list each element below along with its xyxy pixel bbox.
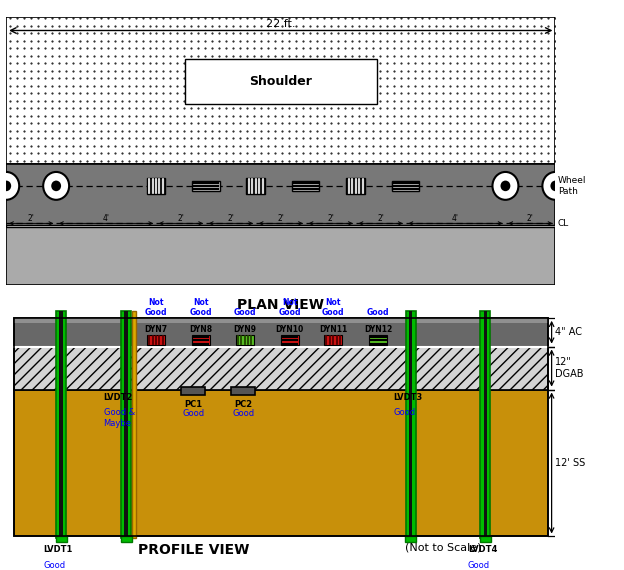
Bar: [14, 389, 548, 536]
Bar: [6, 17, 555, 164]
Bar: [346, 178, 365, 194]
Text: CL: CL: [558, 219, 569, 228]
Bar: [246, 178, 265, 194]
Text: 2': 2': [327, 214, 334, 222]
Bar: [59, 311, 63, 538]
Circle shape: [0, 172, 19, 200]
Text: Not
Good: Not Good: [145, 298, 167, 317]
Text: Not
Good: Not Good: [190, 298, 212, 317]
Text: DYN9: DYN9: [233, 325, 256, 334]
Bar: [121, 311, 131, 538]
Bar: [56, 311, 66, 538]
Bar: [484, 311, 487, 538]
Bar: [14, 318, 548, 347]
Text: 2': 2': [27, 214, 35, 222]
Text: Not
Good: Not Good: [278, 298, 301, 317]
Circle shape: [492, 172, 519, 200]
Text: DYN7: DYN7: [144, 325, 168, 334]
Text: 2': 2': [227, 214, 235, 222]
Bar: [56, 536, 67, 542]
Text: Shoulder: Shoulder: [250, 75, 312, 88]
Bar: [147, 335, 165, 345]
Bar: [281, 335, 298, 345]
Bar: [192, 335, 210, 345]
Text: 2': 2': [277, 214, 285, 222]
Bar: [120, 536, 132, 542]
FancyBboxPatch shape: [185, 59, 377, 104]
Text: Good &
Maybe: Good & Maybe: [104, 408, 135, 428]
Bar: [192, 181, 220, 191]
Text: Good: Good: [232, 409, 255, 418]
Text: 12' SS: 12' SS: [555, 458, 585, 468]
Text: 4': 4': [102, 214, 110, 222]
Text: DYN12: DYN12: [364, 325, 392, 334]
Circle shape: [43, 172, 69, 200]
Bar: [124, 311, 128, 538]
Circle shape: [500, 181, 510, 191]
Bar: [132, 311, 136, 538]
Bar: [292, 181, 319, 191]
Bar: [409, 311, 412, 538]
Bar: [14, 318, 548, 536]
Circle shape: [1, 181, 11, 191]
Circle shape: [550, 181, 560, 191]
Text: PC1: PC1: [184, 400, 203, 409]
Text: 12"
DGAB: 12" DGAB: [555, 357, 584, 379]
Text: PLAN VIEW: PLAN VIEW: [237, 299, 324, 312]
Text: LVDT4: LVDT4: [468, 545, 497, 555]
Text: LVDT3: LVDT3: [393, 393, 422, 402]
Text: Good: Good: [233, 308, 256, 317]
Text: LVDT1: LVDT1: [44, 545, 73, 555]
Bar: [182, 387, 205, 396]
Text: 22 ft.: 22 ft.: [266, 19, 296, 29]
Bar: [14, 318, 548, 323]
Bar: [147, 178, 165, 194]
Bar: [6, 226, 555, 285]
Bar: [14, 347, 548, 389]
Text: PC2: PC2: [234, 400, 253, 409]
Text: Wheel
Path: Wheel Path: [558, 176, 587, 196]
Bar: [324, 335, 342, 345]
Circle shape: [542, 172, 568, 200]
Text: 2': 2': [377, 214, 384, 222]
Text: DYN8: DYN8: [189, 325, 213, 334]
Bar: [480, 536, 491, 542]
Text: 4': 4': [452, 214, 459, 222]
Bar: [369, 335, 387, 345]
Bar: [392, 181, 419, 191]
Text: (Not to Scale): (Not to Scale): [405, 543, 481, 553]
Text: Good: Good: [44, 561, 66, 569]
Text: Good: Good: [468, 561, 490, 569]
Text: 4" AC: 4" AC: [555, 327, 582, 337]
Text: DYN11: DYN11: [319, 325, 348, 334]
Bar: [480, 311, 490, 538]
Bar: [406, 311, 416, 538]
Text: DYN10: DYN10: [275, 325, 304, 334]
Text: Good: Good: [367, 308, 389, 317]
Text: Not
Good: Not Good: [322, 298, 344, 317]
Text: 2': 2': [177, 214, 185, 222]
Text: LVDT2: LVDT2: [104, 393, 133, 402]
Text: PROFILE VIEW: PROFILE VIEW: [138, 543, 249, 557]
Circle shape: [51, 181, 61, 191]
Text: Good: Good: [182, 409, 205, 418]
Bar: [236, 335, 253, 345]
Bar: [6, 165, 555, 226]
Bar: [232, 387, 255, 396]
Text: Good: Good: [393, 408, 415, 417]
Text: 2': 2': [527, 214, 534, 222]
Bar: [405, 536, 416, 542]
Bar: [6, 225, 555, 227]
Bar: [14, 347, 548, 389]
